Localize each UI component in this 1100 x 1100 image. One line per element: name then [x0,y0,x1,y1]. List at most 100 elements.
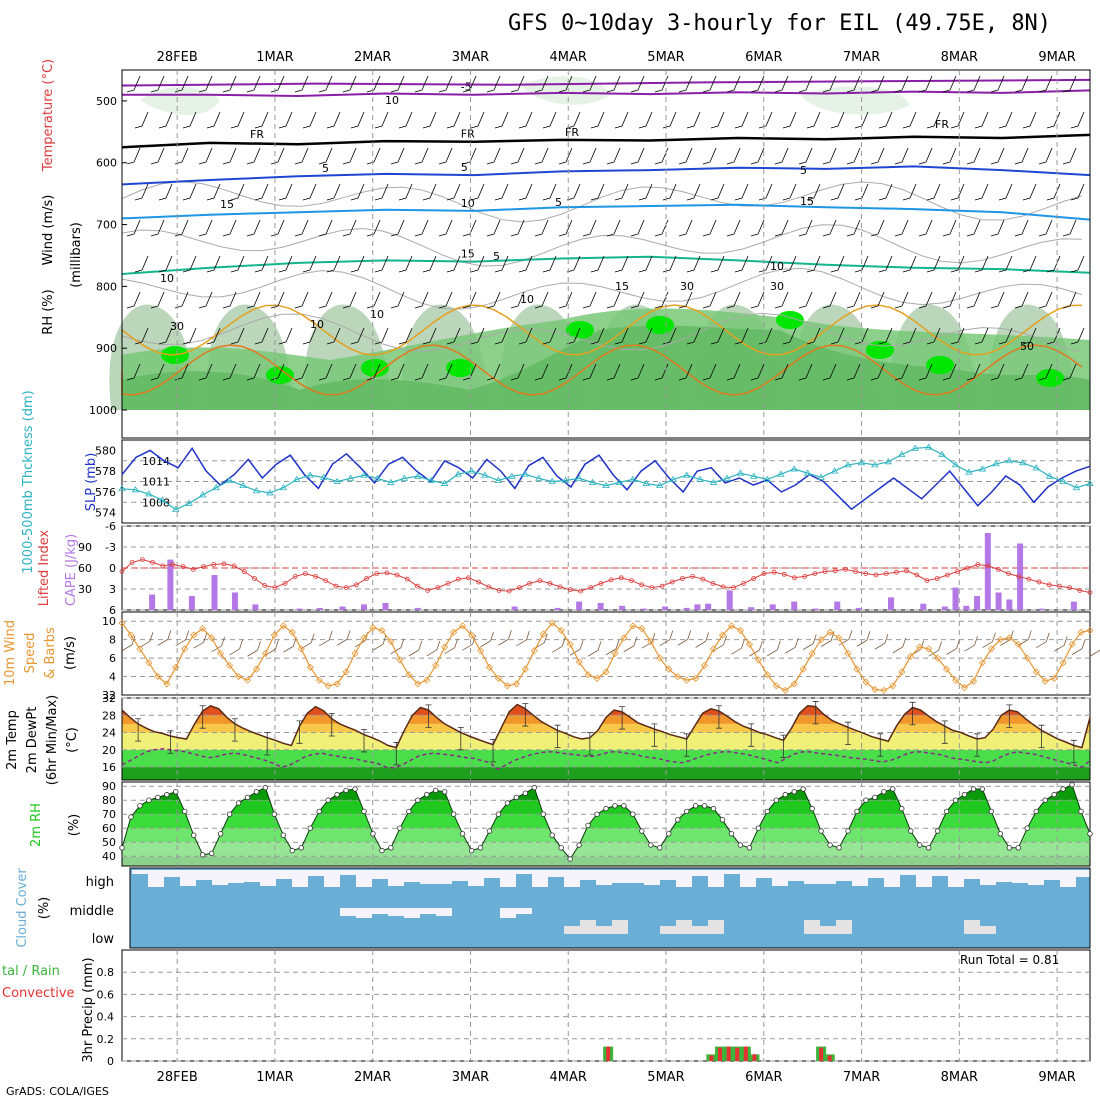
upper-wind-barb [606,363,621,381]
cloud-high-bar [916,870,932,887]
upper-wind-barb [1038,363,1053,381]
li-point [659,583,665,589]
temp-minmax-bar [328,713,335,737]
rh-point [352,786,358,792]
upper-wind-barb [270,147,285,165]
rh-bands [122,784,1090,866]
cloud-high-bar [324,870,340,887]
upper-wind-barb [254,327,269,345]
wind-speed-point [450,628,458,636]
temp-minmax-bar [715,705,722,729]
wind-speed-point [799,665,807,673]
upper-wind-barb [998,255,1013,273]
thickness-point [239,481,247,489]
temp-band [122,749,1090,768]
cloud-high-bar [212,870,228,885]
upper-wind-barb [350,327,365,345]
upper-wind-barb [654,291,669,309]
cloud-low-bar [980,926,996,934]
upper-wind-barb [974,327,989,345]
upper-wind-barb [902,327,917,345]
rh-point [415,797,421,803]
li-point [241,569,247,574]
rh-point [540,811,546,817]
upper-wind-barb [710,111,725,129]
thickness-point [750,472,758,479]
upper-temp-line-5 [121,165,1091,186]
upper-wind-barb [422,183,437,201]
wind-speed-point [369,624,377,632]
cloud-high-bar [900,870,916,875]
li-point [476,579,482,585]
rh-point [477,845,484,851]
upper-wind-barb [798,363,813,381]
li-point [415,583,420,589]
temp-band [122,704,1090,716]
upper-wind-barb [846,219,861,237]
upper-wind-barb [710,183,725,201]
upper-contour-label: 50 [1020,340,1034,353]
upper-wind-barb [398,255,413,273]
wind-speed-point [217,649,225,658]
upper-wind-barb [150,291,165,309]
cloud-high-bar [1060,870,1076,887]
temp-minmax-bar [361,729,367,753]
upper-wind-barb [630,219,645,237]
cape-bar [1006,599,1013,610]
upper-wind-barb [918,291,933,309]
upper-wind-barb [990,147,1005,165]
upper-wind-barb [638,183,653,201]
wind-speed-point [683,676,691,684]
wind-barb [587,641,602,657]
cloud-high-bar [468,870,484,886]
upper-wind-barb [614,327,629,345]
upper-wind-barb [374,327,389,345]
thickness-point [575,474,583,481]
rh-point [459,831,466,837]
rh-point [710,805,717,812]
cloud-row-label: high [86,875,114,890]
rh-point [164,791,170,798]
bottom-date-label: 28FEB [157,1070,198,1085]
wind-ylabel-part: 10m Wind [3,620,18,686]
upper-contour-label: 15 [615,280,629,293]
wind-speed-point [943,665,951,673]
li-point [547,581,553,586]
upper-wind-barb [1022,327,1037,345]
cape-bar [414,607,421,610]
wind-speed-point [665,665,673,673]
rh-point [612,803,618,809]
upper-wind-barb [678,291,693,309]
upper-wind-barb [230,111,245,129]
upper-wind-barb [806,327,821,345]
upper-wind-barb [590,183,605,201]
upper-wind-barb [230,327,245,345]
li-point [384,570,390,576]
cloud-middle-bar [420,908,436,914]
cloud-high-bar [628,870,644,883]
rh-point [137,803,143,809]
li-point [364,576,369,581]
rh-point [970,786,977,792]
upper-temp-line-FR [121,133,1091,149]
cloud-high-bar [276,870,292,879]
thick-left-tick: 578 [95,465,116,478]
cloud-high-bar [868,870,884,878]
rh-point [675,817,681,823]
wind-barb [695,632,710,648]
wind-barb [946,639,960,655]
li-point [1006,571,1011,576]
upper-wind-barb [462,291,477,309]
thickness-point [145,490,153,497]
upper-wind-barb [846,291,861,309]
wind-speed-point [611,649,619,658]
upper-wind-barb [1046,255,1061,273]
temp-minmax-bar [135,718,142,742]
upper-y-tick: 500 [96,95,117,108]
upper-frame [121,69,1091,439]
li-point [425,588,431,593]
rh-point [388,845,394,851]
temp-frame [121,697,1091,781]
rh-point [298,845,304,851]
thickness-point [1086,479,1094,486]
